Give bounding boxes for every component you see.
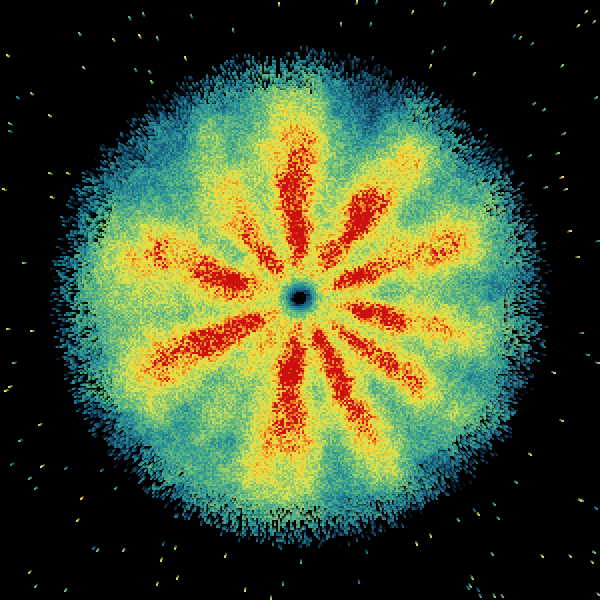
radial-scan-heatmap (0, 0, 600, 600)
scan-image-view: Radial Intensity Scan (0, 0, 600, 600)
